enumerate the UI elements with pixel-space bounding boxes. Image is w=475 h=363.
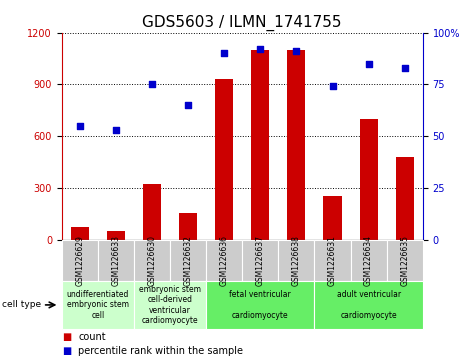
- Text: GSM1226634: GSM1226634: [364, 235, 373, 286]
- Text: GSM1226633: GSM1226633: [112, 235, 120, 286]
- Bar: [287, 50, 305, 240]
- Bar: [251, 50, 269, 240]
- Text: GSM1226635: GSM1226635: [400, 235, 409, 286]
- Text: GSM1226629: GSM1226629: [76, 235, 84, 286]
- Text: ■: ■: [62, 346, 71, 356]
- Bar: [179, 213, 197, 240]
- Bar: [206, 281, 314, 329]
- Bar: [314, 281, 423, 329]
- Text: undifferentiated
embryonic stem
cell: undifferentiated embryonic stem cell: [66, 290, 129, 320]
- Text: GSM1226638: GSM1226638: [292, 235, 301, 286]
- Text: adult ventricular

cardiomyocyte: adult ventricular cardiomyocyte: [336, 290, 401, 320]
- Bar: [134, 281, 206, 329]
- Point: [293, 48, 300, 54]
- Bar: [62, 281, 134, 329]
- Bar: [351, 240, 387, 281]
- Bar: [62, 240, 98, 281]
- Text: GSM1226631: GSM1226631: [328, 235, 337, 286]
- Bar: [387, 240, 423, 281]
- Bar: [134, 240, 170, 281]
- Point: [148, 81, 156, 87]
- Bar: [323, 196, 342, 240]
- Point: [184, 102, 192, 108]
- Point: [365, 61, 372, 66]
- Bar: [278, 240, 314, 281]
- Point: [401, 65, 408, 71]
- Text: cell type: cell type: [2, 301, 41, 309]
- Text: embryonic stem
cell-derived
ventricular
cardiomyocyte: embryonic stem cell-derived ventricular …: [139, 285, 201, 325]
- Point: [76, 123, 84, 129]
- Text: count: count: [78, 332, 106, 342]
- Point: [220, 50, 228, 56]
- Text: GSM1226632: GSM1226632: [184, 235, 192, 286]
- Bar: [98, 240, 134, 281]
- Text: GSM1226630: GSM1226630: [148, 235, 156, 286]
- Bar: [206, 240, 242, 281]
- Bar: [396, 157, 414, 240]
- Bar: [242, 240, 278, 281]
- Bar: [71, 227, 89, 240]
- Bar: [170, 240, 206, 281]
- Bar: [143, 184, 161, 240]
- Title: GDS5603 / ILMN_1741755: GDS5603 / ILMN_1741755: [142, 15, 342, 31]
- Text: percentile rank within the sample: percentile rank within the sample: [78, 346, 243, 356]
- Text: GSM1226636: GSM1226636: [220, 235, 228, 286]
- Bar: [107, 231, 125, 240]
- Bar: [314, 240, 351, 281]
- Text: ■: ■: [62, 332, 71, 342]
- Point: [329, 83, 336, 89]
- Point: [112, 127, 120, 133]
- Bar: [215, 79, 233, 240]
- Point: [256, 46, 264, 52]
- Bar: [360, 119, 378, 240]
- Text: fetal ventricular

cardiomyocyte: fetal ventricular cardiomyocyte: [229, 290, 291, 320]
- Text: GSM1226637: GSM1226637: [256, 235, 265, 286]
